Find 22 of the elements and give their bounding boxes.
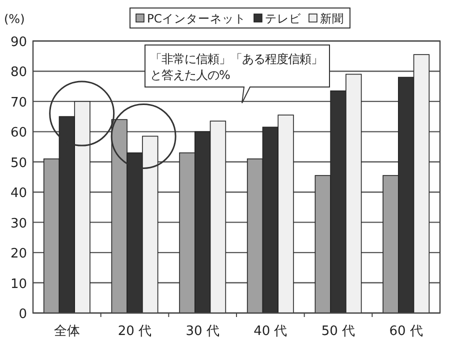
x-tick-label: 60 代 <box>389 324 423 339</box>
annotation: 「非常に信頼」「ある程度信頼」 <box>150 52 322 66</box>
y-tick-label: 70 <box>10 95 27 110</box>
y-tick-label: 50 <box>10 156 27 171</box>
y-tick-label: 20 <box>10 246 27 262</box>
y-tick-label: 40 <box>10 186 27 202</box>
legend-label: 新聞 <box>320 12 344 26</box>
annotation: と答えた人の% <box>150 68 230 82</box>
x-tick-label: 50 代 <box>321 324 356 339</box>
x-tick-label: 全体 <box>54 324 80 339</box>
y-tick-label: 0 <box>18 307 27 322</box>
y-tick-label: 10 <box>10 276 27 292</box>
x-tick-label: 40 代 <box>254 324 288 339</box>
y-axis-title: (%) <box>4 12 25 26</box>
x-tick-label: 30 代 <box>186 324 220 339</box>
y-tick-label: 60 <box>10 126 27 141</box>
y-tick-label: 80 <box>10 65 27 80</box>
y-tick-label: 30 <box>10 216 27 232</box>
legend-label: テレビ <box>264 12 302 26</box>
y-tick-label: 90 <box>10 35 27 50</box>
x-tick-label: 20 代 <box>118 324 152 339</box>
legend-label: PCインターネット <box>147 12 246 26</box>
